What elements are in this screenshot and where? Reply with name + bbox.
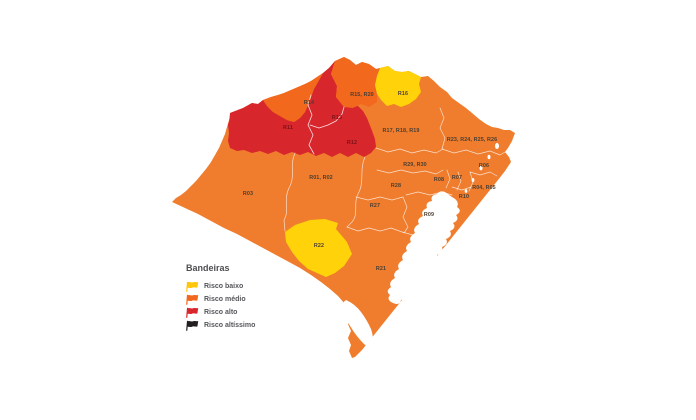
region-r11-r12-r13 [228, 61, 376, 157]
lagoa-mirim [342, 300, 373, 347]
coastal-lake [445, 225, 449, 229]
lagoa-dos-patos [387, 191, 460, 304]
region-label: R10 [459, 194, 469, 200]
region-label: R03 [243, 191, 253, 197]
legend-item-risco-medio: Risco médio [186, 293, 255, 305]
legend-item-label: Risco altíssimo [204, 321, 256, 329]
legend-item-label: Risco médio [204, 295, 246, 303]
region-labels: R01, R02 R03 R04, R05 R06 R07 R08 R09 R1… [243, 91, 497, 272]
region-r15-r20 [331, 57, 380, 108]
region-label: R16 [398, 91, 408, 97]
flag-icon [186, 294, 199, 305]
water-bodies [342, 143, 499, 347]
region-label: R06 [479, 163, 489, 169]
legend-item-risco-alto: Risco alto [186, 306, 255, 318]
coastal-lake [495, 143, 499, 149]
coastal-lake [464, 189, 468, 193]
region-label: R23, R24, R25, R26 [447, 137, 497, 143]
region-label: R13 [332, 115, 342, 121]
coastal-lake [471, 178, 475, 182]
flag-icon [186, 307, 199, 318]
legend-item-risco-altissimo: Risco altíssimo [186, 319, 255, 331]
region-r14 [263, 73, 323, 122]
region-label: R22 [314, 243, 324, 249]
flag-icon [186, 320, 199, 331]
flag-icon [186, 281, 199, 292]
region-label: R17, R18, R19 [383, 128, 420, 134]
region-label: R11 [283, 125, 293, 131]
region-label: R01, R02 [309, 175, 333, 181]
region-label: R28 [391, 183, 401, 189]
region-label: R07 [452, 175, 462, 181]
coastal-lake [487, 154, 491, 160]
region-r16 [375, 66, 421, 107]
region-label: R09 [424, 212, 434, 218]
legend-title: Bandeiras [186, 263, 230, 273]
region-label: R15, R20 [350, 92, 374, 98]
region-label: R04, R05 [472, 185, 496, 191]
region-label: R27 [370, 203, 380, 209]
legend-item-label: Risco baixo [204, 282, 244, 290]
region-r22 [285, 219, 352, 277]
region-label: R21 [376, 266, 386, 272]
region-label: R29, R30 [403, 162, 427, 168]
legend-item-risco-baixo: Risco baixo [186, 280, 255, 292]
region-label: R14 [304, 100, 314, 106]
coastal-lake [479, 165, 483, 171]
coastal-lake [453, 213, 457, 217]
legend-item-label: Risco alto [204, 308, 238, 316]
legend: Bandeiras Risco baixo Risco médio Risco … [186, 263, 255, 332]
region-label: R12 [347, 140, 357, 146]
red-region-borders [307, 94, 345, 155]
region-label: R08 [434, 177, 444, 183]
